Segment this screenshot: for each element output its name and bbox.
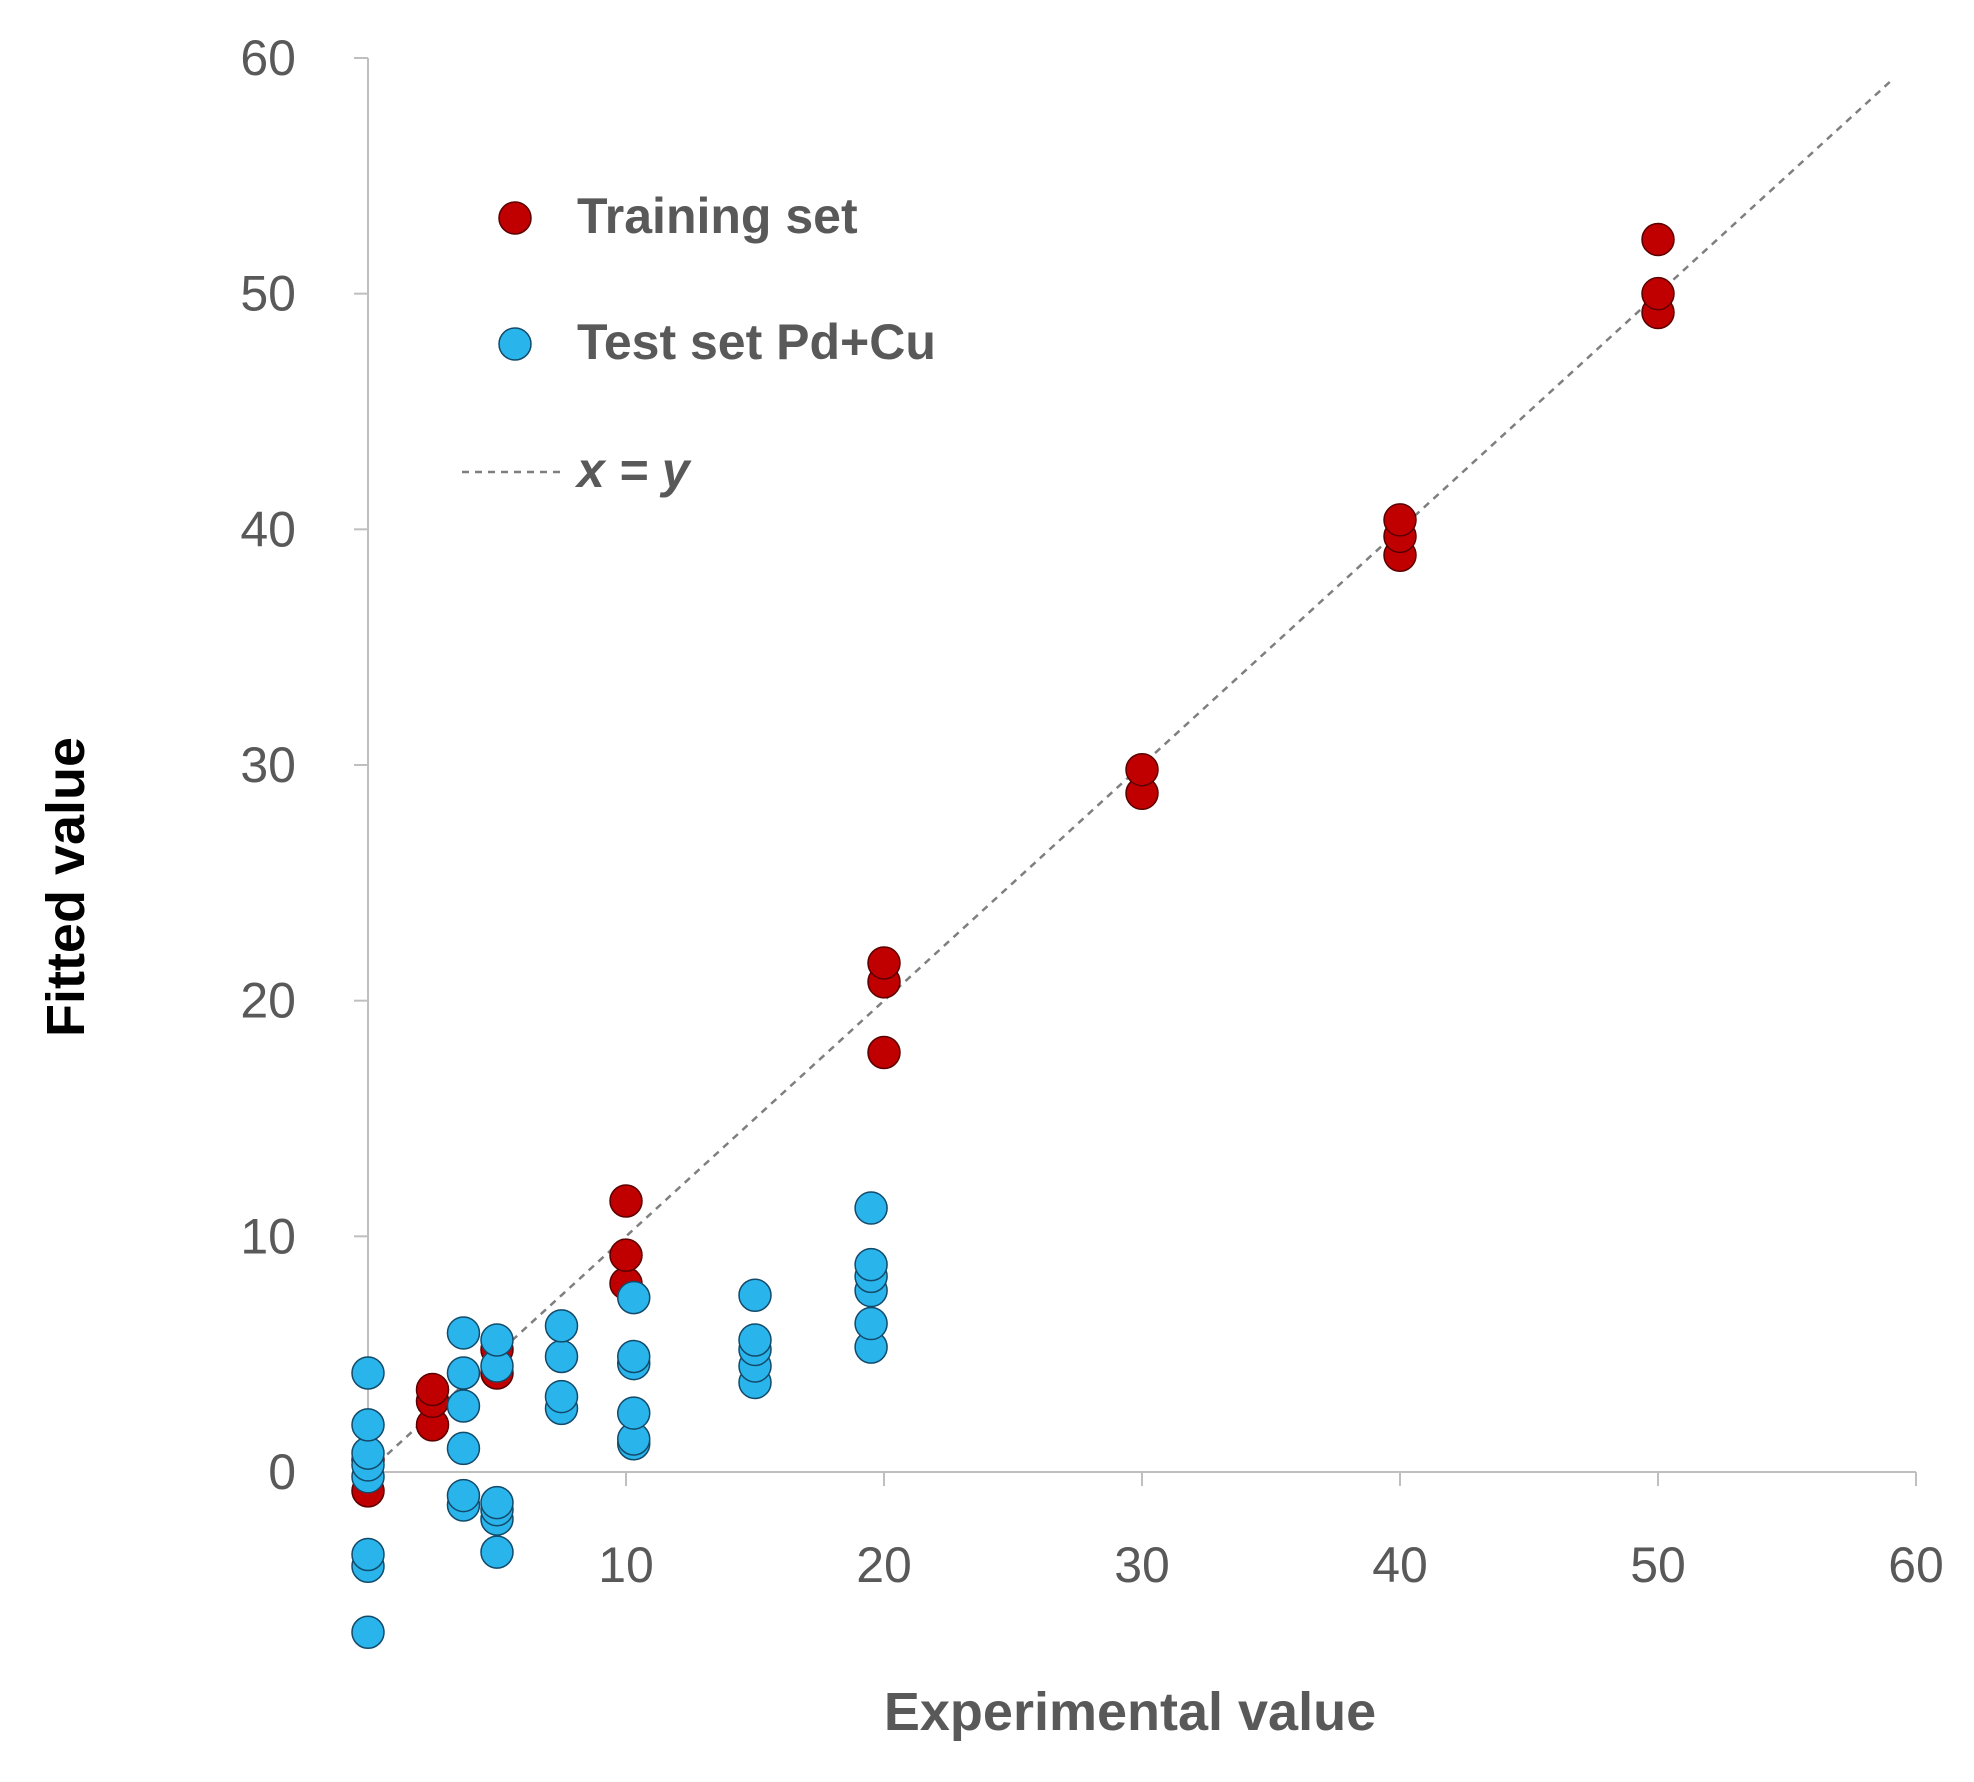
test-point — [616, 1339, 651, 1374]
training-point — [415, 1372, 450, 1407]
training-point — [1125, 752, 1159, 787]
test-point — [480, 1535, 514, 1569]
test-point — [351, 1537, 385, 1572]
x-axis-ticks: 10 20 30 40 50 60 — [598, 1472, 1944, 1593]
test-point — [446, 1478, 481, 1513]
test-point — [446, 1356, 481, 1390]
test-point — [738, 1278, 772, 1312]
test-point — [351, 1436, 385, 1470]
test-point — [544, 1339, 579, 1374]
legend-test-label: Test set Pd+Cu — [577, 314, 936, 370]
test-point — [854, 1247, 888, 1282]
y-tick-label: 40 — [240, 501, 296, 557]
test-point — [351, 1356, 385, 1390]
test-point — [446, 1389, 481, 1423]
test-point — [446, 1316, 481, 1350]
y-tick-label: 20 — [240, 973, 296, 1029]
y-axis-ticks: 0 10 20 30 40 50 60 — [240, 30, 368, 1500]
x-tick-label: 10 — [598, 1537, 654, 1593]
test-point — [854, 1191, 888, 1225]
x-tick-label: 40 — [1372, 1537, 1428, 1593]
training-point — [867, 946, 901, 980]
test-point — [544, 1309, 579, 1343]
y-tick-label: 60 — [240, 30, 296, 86]
test-point — [480, 1323, 514, 1357]
test-point — [480, 1485, 514, 1520]
test-point — [351, 1408, 385, 1442]
training-point — [867, 1035, 901, 1070]
test-point — [616, 1280, 651, 1315]
legend-training-label: Training set — [577, 188, 858, 244]
legend-training-marker — [498, 201, 532, 235]
test-set-series — [351, 1191, 888, 1650]
x-tick-label: 60 — [1888, 1537, 1944, 1593]
test-point — [616, 1396, 651, 1430]
legend-test-marker — [498, 327, 532, 361]
x-tick-label: 50 — [1630, 1537, 1686, 1593]
training-point — [1641, 222, 1675, 257]
test-point — [351, 1615, 385, 1650]
test-point — [446, 1431, 481, 1466]
legend-reference-line-label: x = y — [574, 442, 692, 498]
y-tick-label: 50 — [240, 266, 296, 322]
training-point — [609, 1238, 643, 1272]
test-point — [738, 1323, 772, 1357]
y-tick-label: 10 — [240, 1208, 296, 1264]
training-point — [1641, 276, 1675, 311]
test-point — [544, 1379, 579, 1414]
test-point — [854, 1306, 888, 1341]
training-point — [1383, 503, 1417, 537]
axes: 0 10 20 30 40 50 60 10 20 30 40 50 60 — [240, 30, 1943, 1593]
y-tick-label: 0 — [268, 1444, 296, 1500]
y-axis-title: Fitted value — [36, 737, 96, 1037]
x-axis-title: Experimental value — [884, 1682, 1376, 1742]
x-tick-label: 20 — [856, 1537, 912, 1593]
x-tick-label: 30 — [1114, 1537, 1170, 1593]
legend: Training set Test set Pd+Cu x = y — [462, 188, 936, 498]
training-point — [609, 1184, 643, 1218]
y-tick-label: 30 — [240, 737, 296, 793]
